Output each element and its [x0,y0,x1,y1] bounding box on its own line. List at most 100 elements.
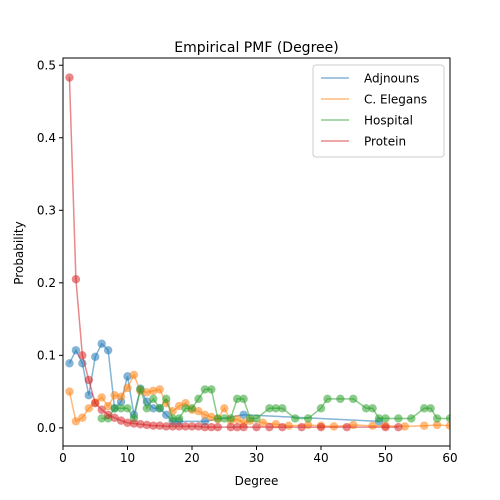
x-tick-label: 0 [59,451,67,465]
data-point [129,419,139,428]
data-point [316,404,326,413]
data-point [200,385,210,394]
data-point [123,404,132,413]
data-point [168,414,177,423]
data-point [162,410,171,420]
data-point [258,418,268,427]
data-point [200,410,210,420]
data-point [142,420,152,430]
y-tick-label: 0.0 [37,421,56,435]
data-point [155,421,164,430]
data-point [349,394,358,404]
data-point [78,351,87,360]
data-point [65,73,74,82]
data-point [271,404,281,413]
data-point [445,421,450,430]
x-tick-label: 20 [184,451,199,465]
data-point [323,394,332,404]
legend-item: Adjnouns [321,72,419,86]
legend-label: C. Elegans [364,93,427,107]
data-point [65,359,74,368]
data-point [200,422,210,432]
data-point [155,404,164,413]
data-point [245,414,255,423]
y-tick-label: 0.5 [37,58,56,72]
x-tick-label: 10 [120,451,135,465]
data-point [123,418,132,427]
data-point [226,414,235,423]
data-point [239,394,248,404]
data-point [129,370,139,380]
data-point [187,422,197,431]
data-point [316,422,326,432]
data-point [103,410,113,420]
data-point [174,414,184,423]
data-point [220,414,229,423]
data-point [420,421,429,430]
data-point [252,414,261,423]
data-point [342,422,351,432]
series-adjnouns [65,339,384,426]
data-point [116,392,126,401]
data-point [168,422,177,431]
data-point [174,422,184,431]
data-point [265,404,274,413]
data-point [239,422,248,432]
data-point [162,394,171,404]
data-point [394,422,403,432]
data-point [252,422,261,432]
data-point [432,414,442,423]
x-tick-label: 50 [378,451,393,465]
data-point [232,394,242,404]
data-point [78,413,87,422]
data-point [278,404,287,413]
data-point [432,420,442,430]
data-point [207,385,216,394]
data-point [194,406,203,416]
data-point [207,412,216,422]
data-point [123,372,132,381]
legend-label: Adjnouns [364,72,419,86]
data-point [361,404,371,413]
data-point [97,339,106,348]
data-point [84,404,94,413]
data-point [149,421,158,430]
axes: 0 10 20 30 40 50 60 0.0 0.1 0.2 0.3 0.4 0.5 [37,57,458,465]
data-point [65,387,74,396]
plot-area [65,73,450,432]
data-point [278,422,287,432]
data-point [213,414,222,423]
data-point [110,413,119,422]
data-point [220,404,229,413]
data-point [142,388,152,397]
data-point [84,391,94,400]
data-point [194,422,203,431]
data-point [400,422,410,431]
y-tick-label: 0.1 [37,348,56,362]
data-point [136,385,145,394]
data-point [420,404,429,413]
data-point [97,405,106,414]
legend-box [312,64,445,158]
data-point [381,422,390,432]
data-point [207,422,216,432]
data-point [374,414,384,423]
data-point [162,422,171,431]
data-point [149,404,158,413]
x-tick-label: 40 [313,451,328,465]
legend-label: Hospital [364,114,413,128]
x-axis-label: Degree [235,474,279,488]
data-point [368,404,377,413]
data-point [174,401,184,411]
data-point [103,346,113,355]
data-point [142,404,152,413]
data-point [394,414,403,423]
data-point [116,404,126,413]
data-point [149,386,158,396]
data-point [149,394,158,404]
data-point [265,422,274,432]
data-point [123,383,132,393]
data-point [71,417,81,426]
data-point [187,404,197,413]
data-point [181,404,190,413]
